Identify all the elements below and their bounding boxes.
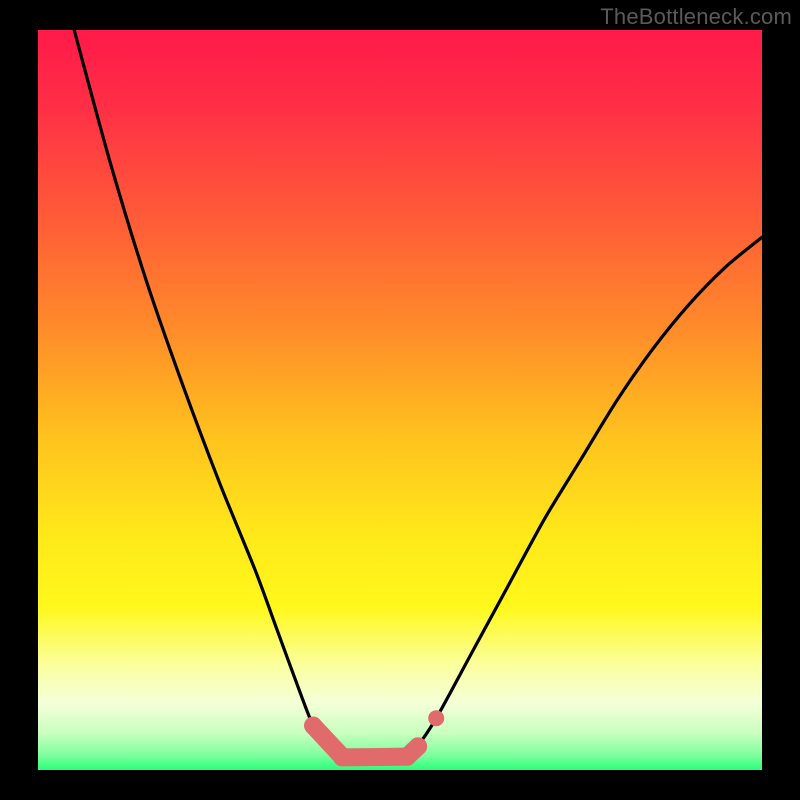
marker-floor-segment (342, 757, 407, 758)
marker-extra-dot (428, 710, 444, 726)
marker-left-cap-bottom (333, 748, 351, 766)
marker-left-cap-top (304, 717, 322, 735)
chart-container: TheBottleneck.com (0, 0, 800, 800)
marker-small-dot (318, 733, 329, 744)
watermark-text: TheBottleneck.com (600, 4, 792, 30)
chart-svg (0, 0, 800, 800)
marker-right-cap-top (409, 737, 427, 755)
plot-area (38, 30, 762, 770)
